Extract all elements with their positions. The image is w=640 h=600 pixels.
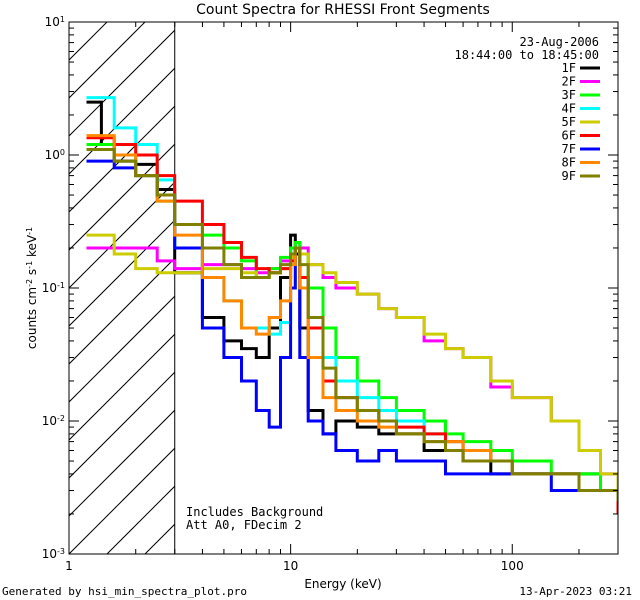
hatch-line <box>69 105 175 213</box>
x-tick-label: 10 <box>283 559 298 573</box>
plot-area <box>69 22 618 554</box>
legend-label: 7F <box>562 142 576 156</box>
series-5f <box>86 233 618 491</box>
y-tick-label: 10-1 <box>42 281 65 296</box>
hatch-line <box>69 409 175 517</box>
y-tick-label: 100 <box>45 148 65 163</box>
note-background: Includes Background <box>186 505 323 519</box>
series-layer <box>86 96 618 514</box>
legend-label: 9F <box>562 169 576 183</box>
hatch-line <box>69 219 175 327</box>
legend-label: 6F <box>562 129 576 143</box>
legend-label: 1F <box>562 61 576 75</box>
hatch-line <box>69 67 175 175</box>
legend-label: 3F <box>562 88 576 102</box>
series-7f <box>86 159 618 502</box>
hatch-line <box>69 371 175 479</box>
hatch-line <box>69 257 175 365</box>
axes: 1 10 100 10-3 10-2 10-1 100 101 <box>42 15 619 573</box>
date-label: 23-Aug-2006 <box>520 35 599 49</box>
timestamp-label: 13-Apr-2023 03:21 <box>519 585 632 598</box>
excluded-region-hatch <box>69 22 175 554</box>
note-attenuator: Att A0, FDecim 2 <box>186 518 302 532</box>
legend-label: 2F <box>562 75 576 89</box>
generated-by-label: Generated by hsi_min_spectra_plot.pro <box>2 585 247 598</box>
series-1f <box>86 100 618 492</box>
x-tick-label: 1 <box>65 559 73 573</box>
legend-label: 5F <box>562 115 576 129</box>
y-tick-label: 10-3 <box>42 547 65 562</box>
x-axis-label: Energy (keV) <box>304 577 381 591</box>
time-range-label: 18:44:00 to 18:45:00 <box>455 48 600 62</box>
legend-label: 4F <box>562 102 576 116</box>
series-4f <box>86 96 618 502</box>
chart-title: Count Spectra for RHESSI Front Segments <box>196 2 490 18</box>
legend-label: 8F <box>562 156 576 170</box>
hatch-line <box>69 29 175 137</box>
y-axis-label: counts cm-2 s-1 keV-1 <box>25 227 40 349</box>
y-tick-label: 10-2 <box>42 414 65 429</box>
x-tick-label: 100 <box>501 559 524 573</box>
y-tick-label: 101 <box>45 15 65 30</box>
hatch-line <box>69 447 175 554</box>
series-8f <box>86 134 618 502</box>
series-9f <box>86 148 618 502</box>
